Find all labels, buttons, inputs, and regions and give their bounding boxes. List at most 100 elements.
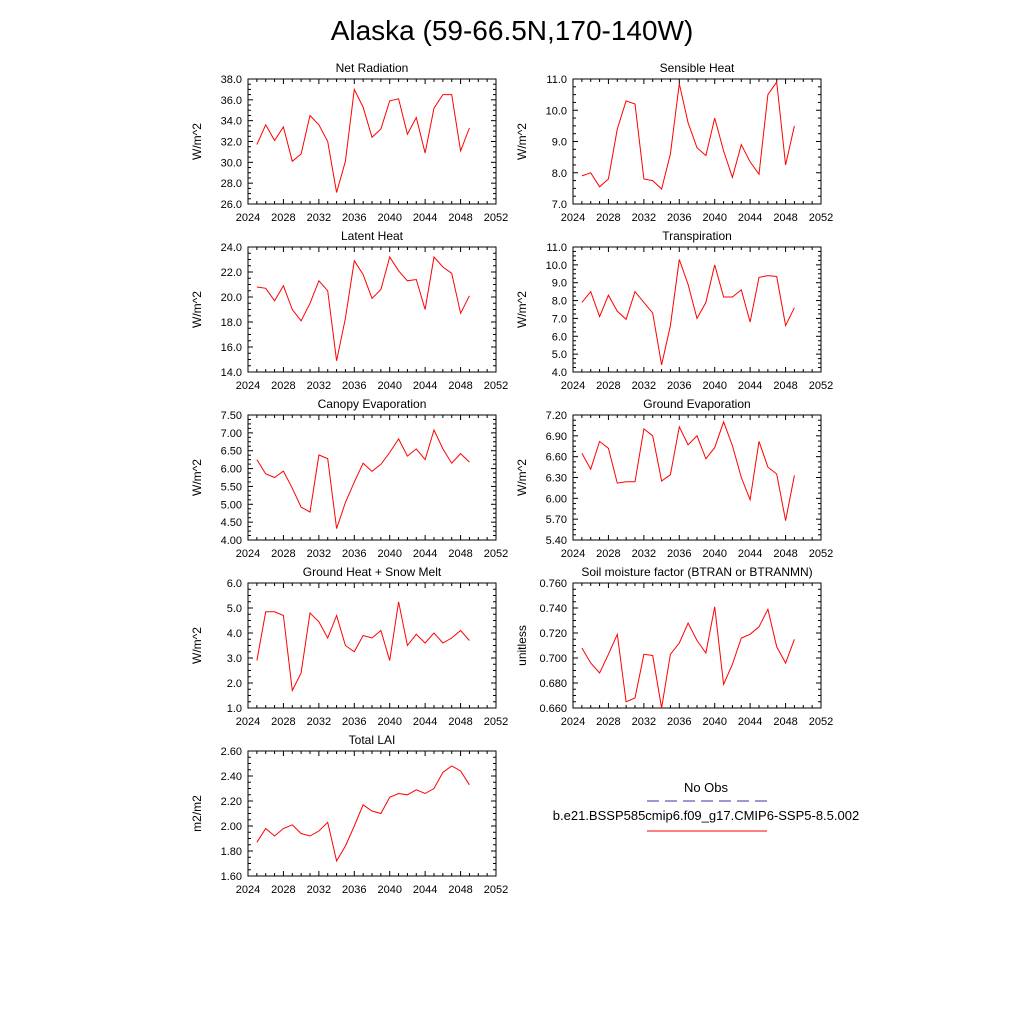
x-tick-label: 2052 [484, 716, 508, 728]
series-line [256, 87, 470, 193]
x-tick-label: 2032 [307, 884, 331, 896]
x-tick-label: 2044 [413, 716, 437, 728]
y-tick-label: 2.20 [221, 796, 242, 808]
y-tick-label: 4.0 [552, 367, 567, 379]
x-tick-label: 2024 [236, 380, 260, 392]
y-tick-label: 2.0 [227, 678, 242, 690]
x-tick-label: 2044 [738, 716, 762, 728]
y-axis-label: m2/m2 [190, 795, 204, 832]
y-tick-label: 4.00 [221, 535, 242, 547]
x-tick-label: 2024 [236, 548, 260, 560]
x-tick-label: 2028 [271, 380, 295, 392]
y-tick-label: 22.0 [221, 267, 242, 279]
x-tick-label: 2052 [484, 212, 508, 224]
x-tick-label: 2052 [809, 212, 833, 224]
series-line [256, 255, 470, 361]
x-tick-label: 2044 [738, 380, 762, 392]
y-tick-label: 36.0 [221, 95, 242, 107]
legend-label-obs: No Obs [684, 780, 729, 795]
x-tick-label: 2044 [413, 212, 437, 224]
y-tick-label: 6.90 [546, 431, 567, 443]
x-tick-label: 2040 [377, 212, 401, 224]
x-tick-label: 2036 [667, 716, 691, 728]
x-tick-label: 2028 [596, 716, 620, 728]
x-tick-label: 2040 [377, 548, 401, 560]
panel-title: Soil moisture factor (BTRAN or BTRANMN) [581, 565, 812, 579]
y-axis-label: W/m^2 [515, 291, 529, 328]
y-tick-label: 6.0 [552, 331, 567, 343]
y-tick-label: 11.0 [546, 74, 567, 86]
x-tick-label: 2036 [667, 380, 691, 392]
panel-title: Ground Evaporation [643, 397, 750, 411]
y-tick-label: 3.0 [227, 653, 242, 665]
y-tick-label: 7.50 [221, 410, 242, 422]
plot-frame [572, 78, 822, 205]
x-tick-label: 2052 [809, 548, 833, 560]
panel-7: Ground Heat + Snow Melt 2024 2028 2032 2036 2… [190, 565, 508, 728]
series-line [256, 601, 470, 693]
x-tick-label: 2040 [377, 716, 401, 728]
y-tick-label: 10.0 [546, 105, 567, 117]
plot-frame [572, 582, 822, 709]
series-line [581, 259, 795, 366]
y-tick-label: 2.40 [221, 771, 242, 783]
x-tick-label: 2024 [561, 212, 585, 224]
panel-title: Canopy Evaporation [318, 397, 427, 411]
y-tick-label: 10.0 [546, 260, 567, 272]
x-tick-label: 2032 [307, 548, 331, 560]
x-tick-label: 2036 [667, 212, 691, 224]
x-tick-label: 2036 [342, 716, 366, 728]
y-axis-label: W/m^2 [190, 627, 204, 664]
x-tick-label: 2032 [632, 212, 656, 224]
y-tick-label: 9.0 [552, 137, 567, 149]
panels: Net Radiation 2024 2028 2032 2036 2040 2044 204… [190, 61, 833, 896]
y-axis-label: W/m^2 [190, 459, 204, 496]
series-line [581, 606, 795, 709]
x-tick-label: 2024 [561, 716, 585, 728]
y-tick-label: 8.0 [552, 168, 567, 180]
figure-title: Alaska (59-66.5N,170-140W) [331, 15, 694, 46]
y-tick-label: 5.50 [221, 481, 242, 493]
x-tick-label: 2048 [448, 884, 472, 896]
panel-9: Total LAI 2024 2028 2032 2036 2040 2044 2048 205… [190, 733, 508, 896]
x-tick-label: 2052 [484, 884, 508, 896]
y-tick-label: 1.60 [221, 871, 242, 883]
y-tick-label: 8.0 [552, 296, 567, 308]
x-tick-label: 2036 [342, 884, 366, 896]
x-tick-label: 2040 [702, 212, 726, 224]
x-tick-label: 2024 [236, 212, 260, 224]
y-tick-label: 26.0 [221, 199, 242, 211]
y-tick-label: 0.760 [539, 578, 567, 590]
panel-5: Canopy Evaporation 2024 2028 2032 2036 2040 20… [190, 397, 508, 560]
y-tick-label: 5.0 [552, 349, 567, 361]
panel-title: Transpiration [662, 229, 732, 243]
x-tick-label: 2028 [271, 884, 295, 896]
y-tick-label: 6.0 [227, 578, 242, 590]
y-tick-label: 5.70 [546, 514, 567, 526]
x-tick-label: 2024 [561, 548, 585, 560]
panel-4: Transpiration 2024 2028 2032 2036 2040 2044 204… [515, 229, 833, 392]
y-tick-label: 7.0 [552, 313, 567, 325]
x-tick-label: 2052 [809, 380, 833, 392]
y-tick-label: 0.740 [539, 603, 567, 615]
y-tick-label: 24.0 [221, 242, 242, 254]
x-tick-label: 2028 [596, 548, 620, 560]
plot-frame [247, 414, 497, 541]
y-tick-label: 6.50 [221, 446, 242, 458]
panel-title: Ground Heat + Snow Melt [303, 565, 442, 579]
x-tick-label: 2052 [484, 548, 508, 560]
x-tick-label: 2048 [448, 380, 472, 392]
y-tick-label: 0.680 [539, 678, 567, 690]
y-axis-label: unitless [515, 625, 529, 666]
x-tick-label: 2032 [307, 380, 331, 392]
x-tick-label: 2032 [632, 716, 656, 728]
panel-8: Soil moisture factor (BTRAN or BTRANMN) 2… [515, 565, 833, 728]
plot-frame [572, 414, 822, 541]
y-tick-label: 4.0 [227, 628, 242, 640]
panel-title: Total LAI [349, 733, 396, 747]
x-tick-label: 2036 [342, 380, 366, 392]
x-tick-label: 2044 [738, 212, 762, 224]
x-tick-label: 2036 [342, 548, 366, 560]
x-tick-label: 2052 [484, 380, 508, 392]
y-tick-label: 11.0 [546, 242, 567, 254]
